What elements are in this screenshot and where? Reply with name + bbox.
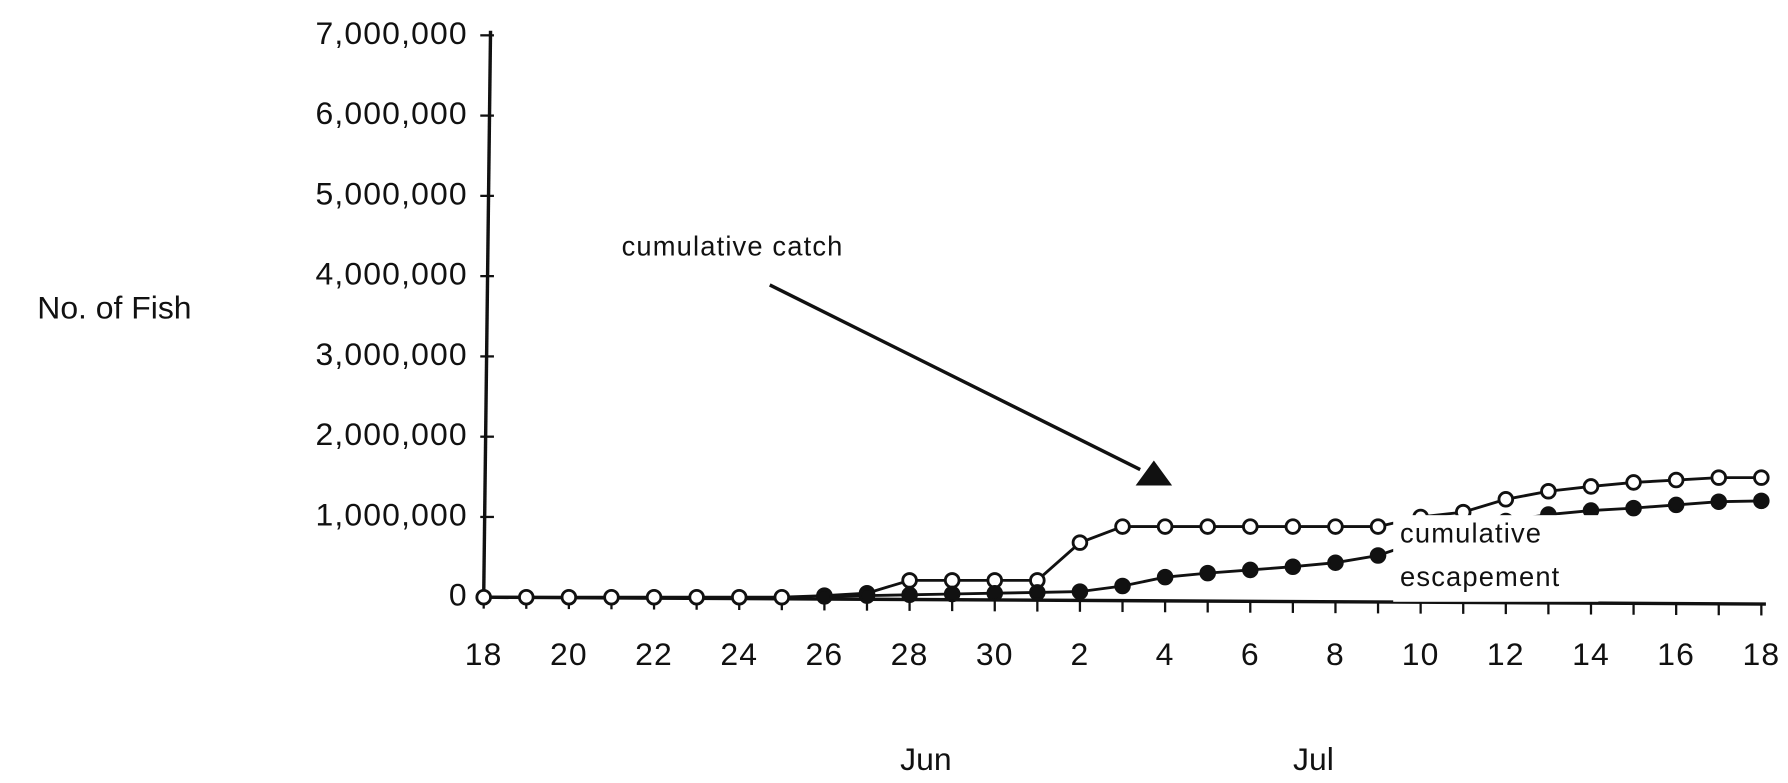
x-tick-label: 14 bbox=[1572, 636, 1610, 672]
data-point bbox=[816, 588, 833, 605]
data-point bbox=[603, 588, 620, 606]
y-tick-label: 7,000,000 bbox=[316, 15, 468, 51]
series-line bbox=[824, 499, 1762, 598]
data-point bbox=[1625, 499, 1642, 517]
x-tick-label: 24 bbox=[720, 636, 758, 672]
data-point bbox=[1710, 469, 1728, 486]
y-tick-label: 4,000,000 bbox=[316, 256, 468, 292]
data-point bbox=[560, 588, 578, 606]
x-tick-label: 18 bbox=[465, 636, 503, 672]
data-point bbox=[1242, 561, 1259, 579]
x-tick-label: 12 bbox=[1487, 636, 1525, 672]
data-point bbox=[1284, 518, 1302, 535]
data-point bbox=[1199, 518, 1216, 535]
y-axis-label: No. of Fish bbox=[37, 289, 191, 325]
data-point bbox=[901, 586, 918, 604]
x-tick-label: 6 bbox=[1241, 636, 1260, 672]
data-point bbox=[1327, 554, 1344, 571]
x-tick-label: 22 bbox=[635, 636, 673, 672]
data-point bbox=[475, 588, 492, 606]
y-tick-label: 0 bbox=[449, 577, 468, 613]
y-tick-label: 6,000,000 bbox=[316, 95, 468, 131]
label-line: escapement bbox=[1400, 561, 1560, 592]
y-axis bbox=[481, 30, 493, 598]
y-tick-label: 3,000,000 bbox=[316, 336, 468, 372]
data-point bbox=[773, 588, 791, 606]
data-point bbox=[1753, 492, 1770, 510]
x-tick-label: 20 bbox=[550, 636, 588, 672]
x-tick-label: 30 bbox=[976, 636, 1014, 672]
data-point bbox=[943, 572, 961, 589]
data-point bbox=[1114, 518, 1131, 535]
data-point bbox=[1199, 564, 1216, 582]
data-point bbox=[1710, 493, 1728, 510]
x-tick-label: 16 bbox=[1657, 636, 1695, 672]
x-tick-label: 18 bbox=[1742, 636, 1780, 672]
series-label: cumulative escapement bbox=[1400, 518, 1560, 592]
x-tick-label: 4 bbox=[1156, 636, 1175, 672]
data-point bbox=[1625, 474, 1642, 491]
data-point bbox=[1753, 469, 1770, 486]
data-point bbox=[1071, 583, 1089, 600]
x-tick-label: 2 bbox=[1070, 636, 1089, 672]
y-tick-label: 5,000,000 bbox=[316, 175, 468, 211]
data-point bbox=[858, 587, 876, 604]
data-point bbox=[1582, 478, 1600, 495]
data-point bbox=[688, 588, 705, 606]
series-label: cumulative catch bbox=[622, 231, 844, 262]
data-point bbox=[1156, 568, 1174, 586]
y-tick-label: 2,000,000 bbox=[316, 416, 468, 452]
month-label: Jun bbox=[900, 741, 951, 777]
data-point bbox=[1667, 471, 1685, 489]
data-point bbox=[1029, 584, 1046, 601]
data-point bbox=[1284, 558, 1302, 575]
x-tick-label: 10 bbox=[1402, 636, 1440, 672]
data-point bbox=[1540, 483, 1557, 500]
data-point bbox=[730, 588, 748, 606]
data-point bbox=[518, 588, 535, 606]
data-point bbox=[1114, 577, 1131, 595]
data-point bbox=[1327, 518, 1344, 535]
data-point bbox=[1071, 534, 1089, 551]
data-point bbox=[986, 584, 1004, 602]
label-line: cumulative bbox=[1400, 518, 1542, 549]
data-point bbox=[1369, 547, 1387, 564]
data-point bbox=[943, 585, 961, 603]
label-background bbox=[1393, 515, 1599, 602]
x-tick-label: 26 bbox=[806, 636, 844, 672]
month-label: Jul bbox=[1293, 741, 1334, 777]
x-tick-label: 8 bbox=[1326, 636, 1345, 672]
data-point bbox=[645, 588, 663, 606]
y-tick-label: 1,000,000 bbox=[316, 496, 468, 532]
data-point bbox=[1242, 518, 1259, 535]
data-point bbox=[1497, 491, 1515, 508]
annotation-arrow bbox=[769, 283, 1141, 472]
x-tick-label: 28 bbox=[891, 636, 929, 672]
data-point bbox=[1369, 518, 1387, 535]
data-point bbox=[1667, 496, 1685, 514]
data-point bbox=[901, 572, 918, 589]
arrow-head bbox=[1135, 460, 1173, 486]
data-point bbox=[1156, 518, 1174, 535]
